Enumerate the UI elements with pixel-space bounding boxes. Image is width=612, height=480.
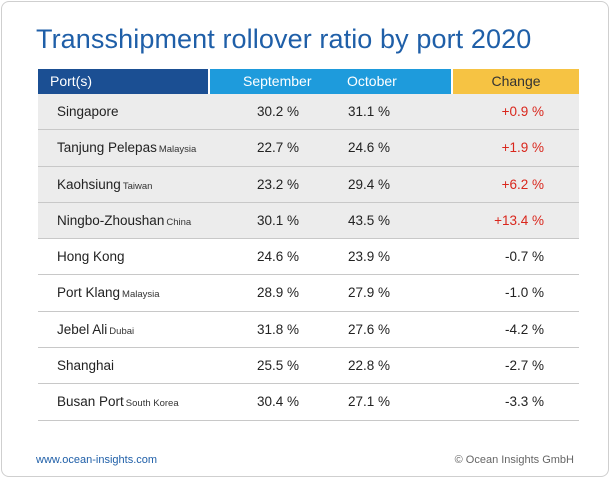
september-value: 28.9 % <box>256 285 300 301</box>
port-region: South Korea <box>125 398 179 410</box>
september-value: 25.5 % <box>256 358 300 374</box>
header-september: September <box>243 73 312 89</box>
port-region: China <box>166 216 192 228</box>
table-body: Singapore 30.2 % 31.1 % +0.9 % Tanjung Pelep… <box>38 94 579 421</box>
october-value: 22.8 % <box>347 358 391 374</box>
october-value: 24.6 % <box>347 140 391 156</box>
page-title: Transshipment rollover ratio by port 202… <box>36 24 532 54</box>
october-value: 29.4 % <box>347 176 391 192</box>
table-row: Port Klang Malaysia 28.9 % 27.9 % -1.0 % <box>38 275 579 313</box>
change-value: -1.0 % <box>504 285 544 301</box>
table-header: Port(s) September October Change <box>38 69 579 94</box>
september-value: 24.6 % <box>256 249 300 265</box>
port-name: Port Klang <box>57 285 121 301</box>
port-name: Hong Kong <box>57 249 125 265</box>
port-name: Singapore <box>57 104 119 119</box>
port-region: Malaysia <box>122 289 160 301</box>
table-row: Busan Port South Korea 30.4 % 27.1 % -3.3 % <box>38 384 579 422</box>
port-name: Jebel Ali <box>57 321 108 337</box>
port-cell: Tanjung Pelepas Malaysia <box>57 130 196 168</box>
port-name: Tanjung Pelepas <box>57 140 157 156</box>
header-port: Port(s) <box>38 69 208 94</box>
header-october: October <box>347 73 397 89</box>
september-value: 30.1 % <box>256 212 300 228</box>
port-cell: Singapore <box>57 94 119 130</box>
port-region: Taiwan <box>122 180 153 192</box>
port-cell: Ningbo-Zhoushan China <box>57 203 191 241</box>
website-link[interactable]: www.ocean-insights.com <box>36 454 158 466</box>
header-change: Change <box>453 69 579 94</box>
port-region: Dubai <box>109 325 135 337</box>
change-value: +13.4 % <box>494 212 544 228</box>
table-row: Hong Kong 24.6 % 23.9 % -0.7 % <box>38 239 579 276</box>
port-name: Ningbo-Zhoushan <box>57 212 165 228</box>
october-value: 23.9 % <box>347 249 391 265</box>
table-row: Jebel Ali Dubai 31.8 % 27.6 % -4.2 % <box>38 312 579 350</box>
copyright-text: © Ocean Insights GmbH <box>454 454 574 466</box>
september-value: 23.2 % <box>256 176 300 192</box>
port-cell: Hong Kong <box>57 239 125 275</box>
october-value: 43.5 % <box>347 212 391 228</box>
september-value: 22.7 % <box>256 140 300 156</box>
september-value: 30.4 % <box>256 394 300 410</box>
port-cell: Kaohsiung Taiwan <box>57 167 152 205</box>
port-name: Busan Port <box>57 394 124 410</box>
table-row: Singapore 30.2 % 31.1 % +0.9 % <box>38 94 579 131</box>
port-name: Shanghai <box>57 358 115 374</box>
october-value: 31.1 % <box>347 104 391 119</box>
table-row: Shanghai 25.5 % 22.8 % -2.7 % <box>38 348 579 385</box>
port-region: Malaysia <box>158 144 197 156</box>
change-value: +1.9 % <box>501 140 544 156</box>
port-name: Kaohsiung <box>57 176 121 192</box>
port-cell: Jebel Ali Dubai <box>57 312 134 350</box>
change-value: -2.7 % <box>504 358 544 374</box>
rollover-table: Port(s) September October Change Singapo… <box>38 69 579 421</box>
port-cell: Busan Port South Korea <box>57 384 179 422</box>
port-cell: Port Klang Malaysia <box>57 275 160 313</box>
change-value: -0.7 % <box>504 249 544 265</box>
change-value: +6.2 % <box>501 176 544 192</box>
october-value: 27.9 % <box>347 285 391 301</box>
change-value: +0.9 % <box>501 104 544 119</box>
port-cell: Shanghai <box>57 348 114 384</box>
september-value: 31.8 % <box>256 321 300 337</box>
change-value: -4.2 % <box>504 321 544 337</box>
september-value: 30.2 % <box>256 104 300 119</box>
table-row: Kaohsiung Taiwan 23.2 % 29.4 % +6.2 % <box>38 166 579 205</box>
october-value: 27.1 % <box>347 394 391 410</box>
table-row: Tanjung Pelepas Malaysia 22.7 % 24.6 % +1.9 … <box>38 130 579 168</box>
october-value: 27.6 % <box>347 321 391 337</box>
header-months: September October <box>208 69 453 94</box>
change-value: -3.3 % <box>504 394 544 410</box>
table-row: Ningbo-Zhoushan China 30.1 % 43.5 % +13.4 % <box>38 202 579 241</box>
